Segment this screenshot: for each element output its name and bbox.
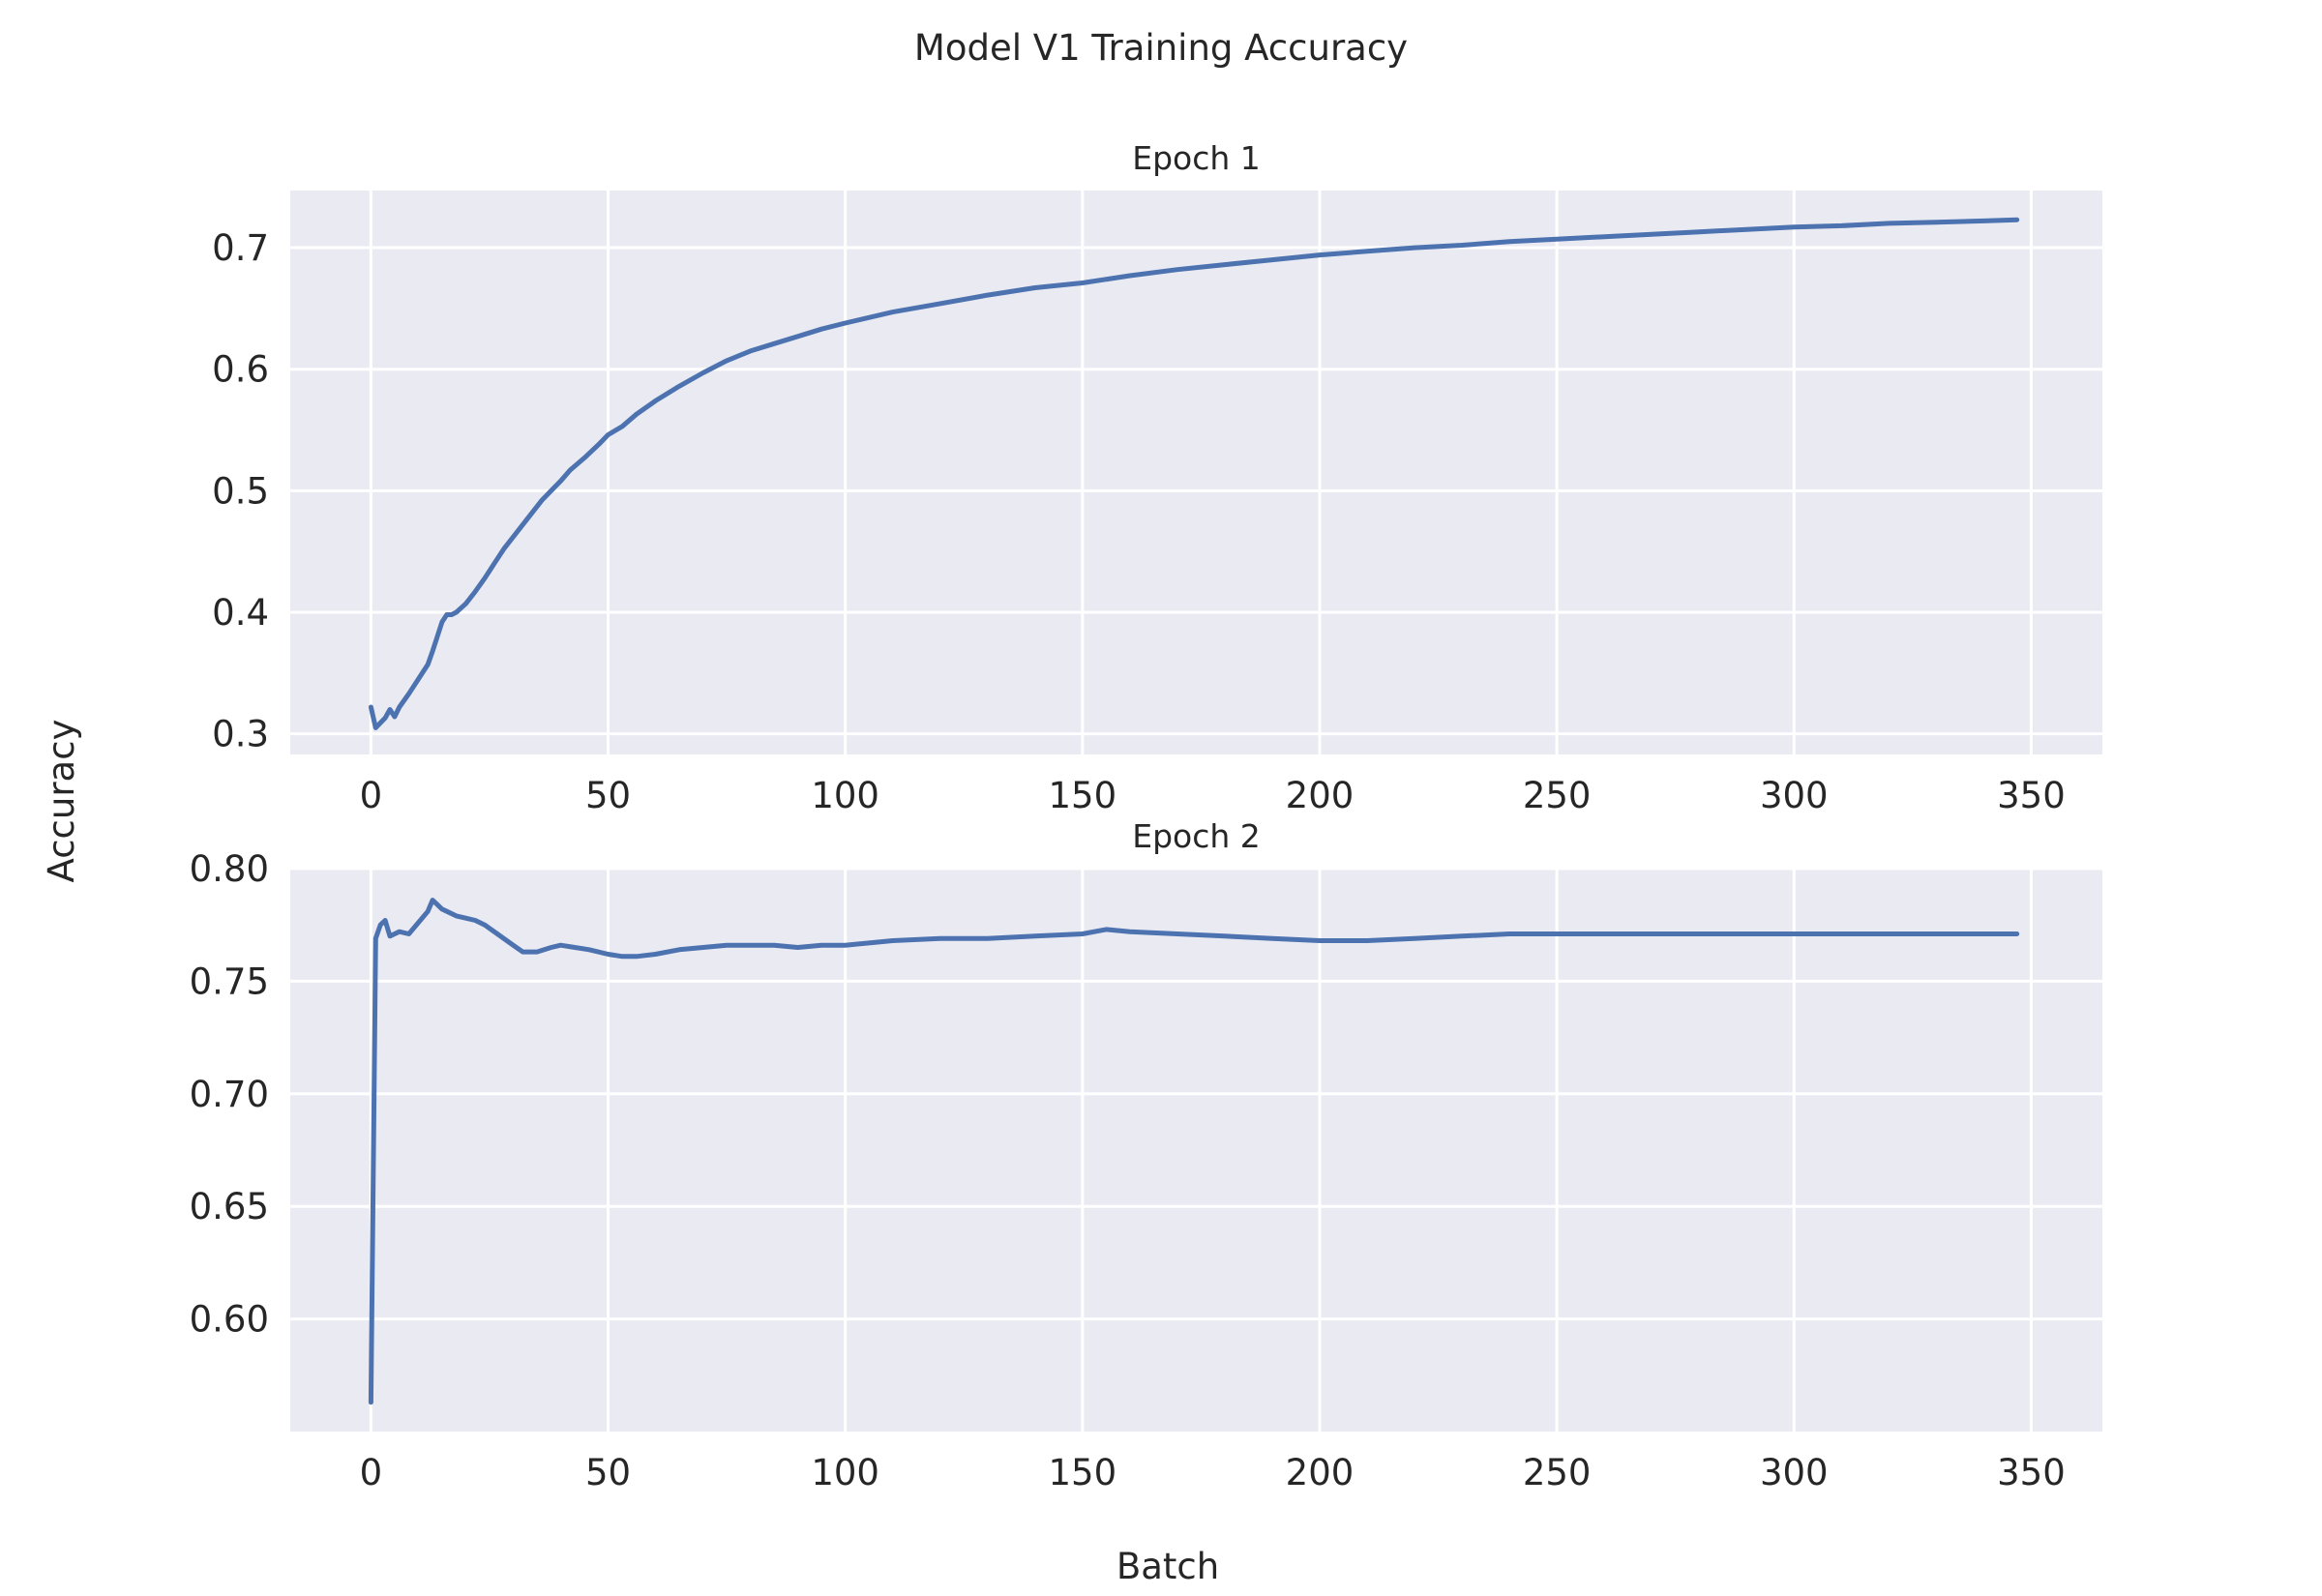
epoch-1-x-tick-label: 200 bbox=[1286, 775, 1354, 816]
epoch-2-plot-area bbox=[290, 869, 2102, 1432]
epoch-1-x-tick-label: 50 bbox=[585, 775, 631, 816]
epoch-2-x-tick-label: 0 bbox=[360, 1452, 383, 1493]
epoch-1-y-tick-label: 0.4 bbox=[212, 592, 269, 634]
epoch-2-x-tick-label: 50 bbox=[585, 1452, 631, 1493]
epoch-2-x-tick-label: 300 bbox=[1760, 1452, 1829, 1493]
epoch-2-x-tick-label: 150 bbox=[1049, 1452, 1117, 1493]
epoch-1-x-tick-label: 300 bbox=[1760, 775, 1829, 816]
epoch-1-title: Epoch 1 bbox=[1132, 139, 1261, 177]
epoch-1-panel: 0 50 100 150 200 250 300 350 0.3 0.4 0.5 0.6 0.7 Epoc… bbox=[212, 139, 2102, 816]
epoch-1-x-tick-label: 150 bbox=[1049, 775, 1117, 816]
epoch-1-y-tick-label: 0.5 bbox=[212, 470, 269, 512]
epoch-2-x-tick-label: 250 bbox=[1523, 1452, 1592, 1493]
epoch-2-x-tick-label: 100 bbox=[811, 1452, 879, 1493]
epoch-2-y-tick-label: 0.65 bbox=[190, 1186, 269, 1227]
epoch-2-x-tick-label: 350 bbox=[1997, 1452, 2066, 1493]
epoch-1-x-tick-label: 0 bbox=[360, 775, 383, 816]
epoch-2-panel: 0 50 100 150 200 250 300 350 0.60 0.65 0.70 0.75 0.8… bbox=[190, 817, 2102, 1493]
x-axis-label: Batch bbox=[1116, 1546, 1219, 1587]
epoch-1-x-tick-label: 350 bbox=[1997, 775, 2066, 816]
epoch-1-x-tick-label: 250 bbox=[1523, 775, 1592, 816]
epoch-2-y-tick-label: 0.60 bbox=[190, 1299, 269, 1341]
epoch-2-title: Epoch 2 bbox=[1132, 817, 1261, 855]
epoch-1-x-tick-label: 100 bbox=[811, 775, 879, 816]
y-axis-label: Accuracy bbox=[41, 720, 82, 883]
epoch-1-y-tick-label: 0.3 bbox=[212, 714, 269, 755]
figure-title: Model V1 Training Accuracy bbox=[914, 27, 1408, 69]
epoch-2-y-tick-label: 0.70 bbox=[190, 1074, 269, 1115]
epoch-2-x-tick-label: 200 bbox=[1286, 1452, 1354, 1493]
epoch-1-accuracy-line bbox=[368, 217, 2020, 730]
epoch-1-plot-area bbox=[290, 191, 2102, 754]
epoch-2-y-tick-label: 0.80 bbox=[190, 848, 269, 890]
epoch-1-y-tick-label: 0.6 bbox=[212, 349, 269, 391]
epoch-2-y-tick-label: 0.75 bbox=[190, 961, 269, 1002]
epoch-1-y-tick-label: 0.7 bbox=[212, 227, 269, 269]
epoch-2-accuracy-line bbox=[368, 898, 2020, 1405]
